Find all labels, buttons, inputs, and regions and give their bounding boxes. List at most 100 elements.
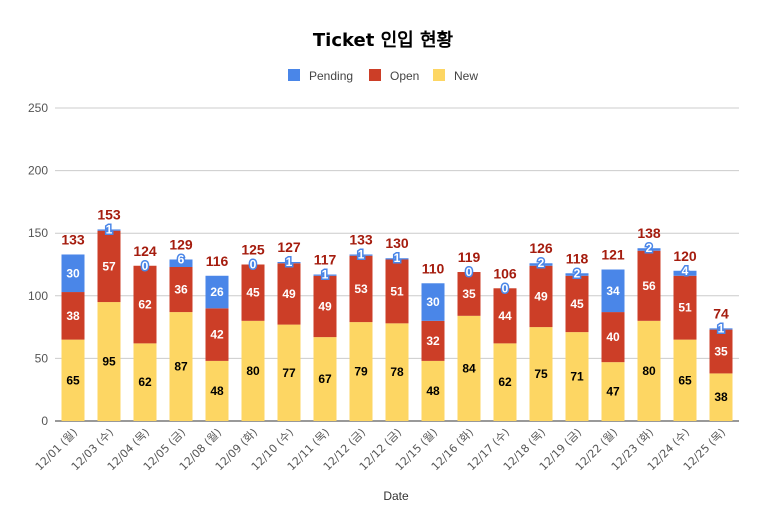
data-label-new: 48 — [426, 384, 440, 398]
data-label-pending: 4 — [682, 264, 689, 278]
data-label-new: 65 — [678, 373, 692, 387]
total-label: 130 — [385, 235, 409, 251]
bar-segment-new — [529, 327, 553, 421]
chart-title: Ticket 인입 현황 — [313, 29, 454, 51]
data-label-open: 35 — [462, 287, 476, 301]
data-label-pending: 1 — [394, 251, 401, 265]
bar-segment-new — [601, 362, 625, 421]
data-label-new: 48 — [210, 384, 224, 398]
bar-segment-new — [61, 339, 85, 421]
total-label: 153 — [97, 206, 121, 222]
bar-segment-pending — [673, 270, 697, 276]
data-label-open: 53 — [354, 282, 368, 296]
bar-segment-pending — [385, 258, 409, 260]
bar-stack: 48 32 30 110 — [421, 260, 445, 421]
data-label-open: 32 — [426, 334, 440, 348]
total-label: 138 — [637, 225, 661, 241]
bar-segment-open — [61, 292, 85, 340]
data-label-open: 45 — [246, 286, 260, 300]
bars: 6538301339557115362620124873661294842261… — [61, 206, 733, 421]
data-label-open: 62 — [138, 298, 152, 312]
data-label-open: 45 — [570, 297, 584, 311]
bar-segment-open — [205, 308, 229, 361]
data-label-open: 38 — [66, 309, 80, 323]
data-label-pending: 1 — [322, 268, 329, 282]
data-label-open: 57 — [102, 259, 116, 273]
legend-swatch-open — [369, 69, 381, 81]
x-axis-label: Date — [383, 489, 409, 503]
bar-stack: 48 42 26 116 — [205, 253, 229, 421]
data-label-open: 49 — [318, 299, 332, 313]
y-tick-label: 100 — [28, 289, 48, 303]
data-label-new: 77 — [282, 366, 296, 380]
total-label: 127 — [277, 239, 301, 255]
data-label-pending: 6 — [178, 252, 185, 266]
bar-segment-pending — [97, 229, 121, 231]
legend-label-open: Open — [390, 69, 419, 83]
y-tick-label: 50 — [35, 351, 49, 365]
data-label-new: 84 — [462, 361, 476, 375]
total-label: 121 — [601, 247, 625, 263]
bar-segment-new — [493, 343, 517, 421]
y-tick-label: 250 — [28, 101, 48, 115]
legend-swatch-pending — [288, 69, 300, 81]
bar-segment-new — [457, 315, 481, 421]
data-label-new: 67 — [318, 372, 332, 386]
data-label-new: 80 — [246, 364, 260, 378]
bar-segment-open — [241, 264, 265, 321]
data-label-new: 71 — [570, 370, 584, 384]
data-label-open: 51 — [678, 301, 692, 315]
data-label-pending: 1 — [106, 222, 113, 236]
total-label: 116 — [206, 253, 229, 269]
bar-segment-pending — [169, 259, 193, 268]
data-label-new: 87 — [174, 360, 188, 374]
bar-segment-open — [673, 275, 697, 340]
bar-segment-open — [313, 275, 337, 338]
data-label-new: 78 — [390, 365, 404, 379]
bar-segment-pending — [349, 254, 373, 256]
bar-segment-open — [349, 255, 373, 323]
data-label-open: 42 — [210, 328, 224, 342]
bar-segment-pending — [61, 254, 85, 293]
total-label: 125 — [241, 242, 265, 258]
data-label-pending: 2 — [538, 256, 545, 270]
total-label: 110 — [422, 260, 445, 276]
data-label-pending: 2 — [646, 241, 653, 255]
bar-segment-new — [349, 322, 373, 421]
bar-stack: 47 40 34 121 — [601, 247, 625, 421]
data-label-pending: 30 — [66, 266, 80, 280]
bar-stack: 38 35 174 — [709, 305, 733, 421]
total-label: 119 — [458, 249, 481, 265]
bar-segment-new — [709, 373, 733, 421]
bar-segment-new — [205, 360, 229, 421]
total-label: 133 — [349, 231, 373, 247]
bar-segment-new — [673, 339, 697, 421]
data-label-pending: 34 — [606, 284, 620, 298]
bar-segment-new — [385, 323, 409, 421]
data-label-pending: 0 — [502, 281, 509, 295]
y-tick-label: 150 — [28, 226, 48, 240]
total-label: 133 — [61, 231, 85, 247]
bar-stack: 65 38 30 133 — [61, 231, 85, 421]
bar-segment-open — [133, 265, 157, 344]
total-label: 106 — [493, 265, 517, 281]
bar-segment-open — [457, 272, 481, 316]
bar-segment-open — [637, 250, 661, 321]
legend-label-pending: Pending — [309, 69, 353, 83]
data-label-open: 56 — [642, 279, 656, 293]
data-label-pending: 26 — [210, 285, 224, 299]
bar-segment-pending — [529, 263, 553, 266]
bar-segment-new — [97, 302, 121, 421]
bar-segment-open — [565, 275, 589, 333]
bar-segment-new — [241, 320, 265, 421]
data-label-pending: 0 — [466, 265, 473, 279]
bar-segment-open — [97, 230, 121, 303]
